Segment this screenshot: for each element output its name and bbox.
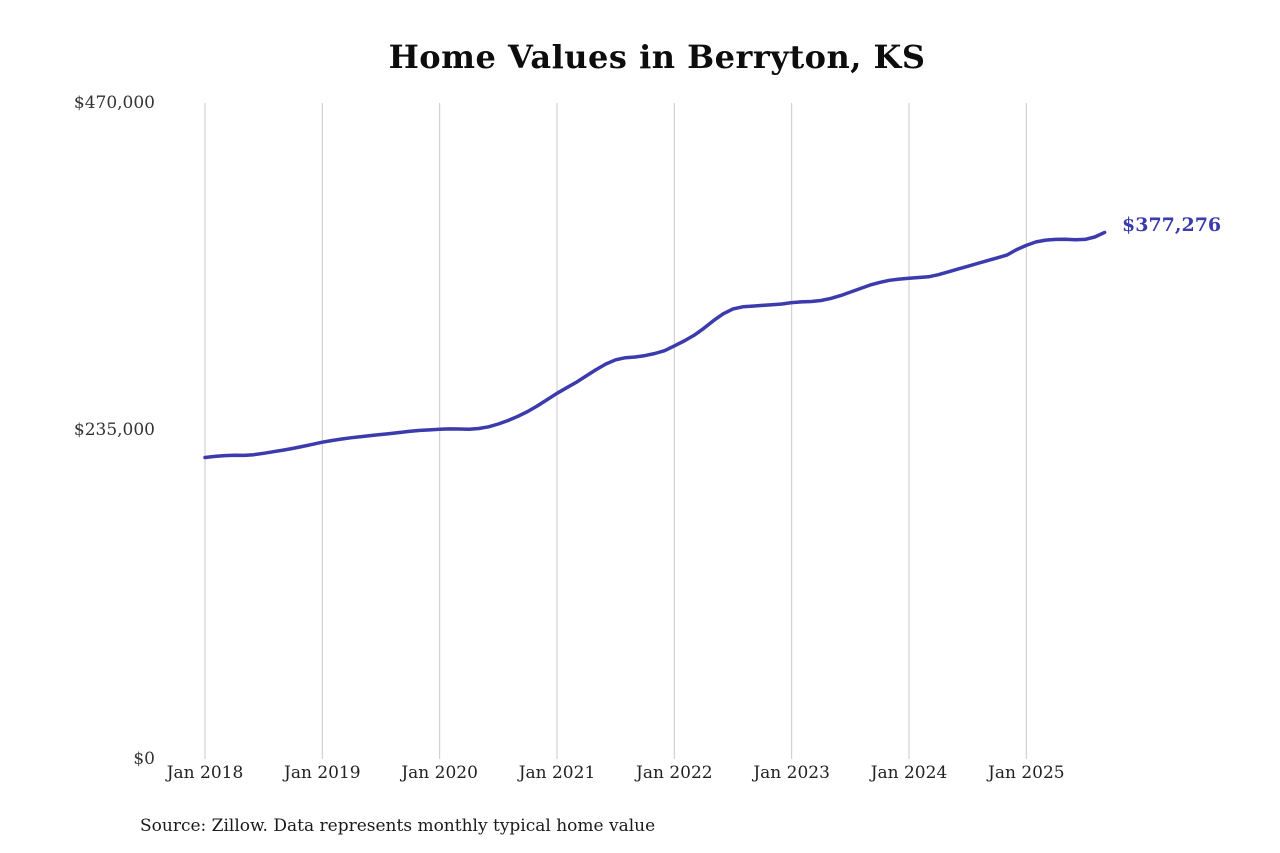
x-tick-label: Jan 2018 <box>166 763 244 783</box>
y-tick-label-max: $470,000 <box>73 93 155 113</box>
x-tick-label: Jan 2023 <box>753 763 830 783</box>
x-tick-label: Jan 2020 <box>401 763 478 783</box>
x-tick-label: Jan 2024 <box>870 763 948 783</box>
chart-title: Home Values in Berryton, KS <box>388 38 926 76</box>
x-tick-label: Jan 2022 <box>636 763 713 783</box>
y-tick-label-mid: $235,000 <box>73 420 155 440</box>
x-tick-label: Jan 2019 <box>284 763 361 783</box>
y-tick-label-zero: $0 <box>133 749 155 769</box>
gridlines <box>204 103 1027 759</box>
x-tick-label: Jan 2025 <box>988 763 1065 783</box>
home-value-line <box>203 230 1107 460</box>
latest-value-label: $377,276 <box>1122 214 1222 236</box>
x-tick-label: Jan 2021 <box>518 763 596 783</box>
source-note: Source: Zillow. Data represents monthly … <box>140 816 656 836</box>
